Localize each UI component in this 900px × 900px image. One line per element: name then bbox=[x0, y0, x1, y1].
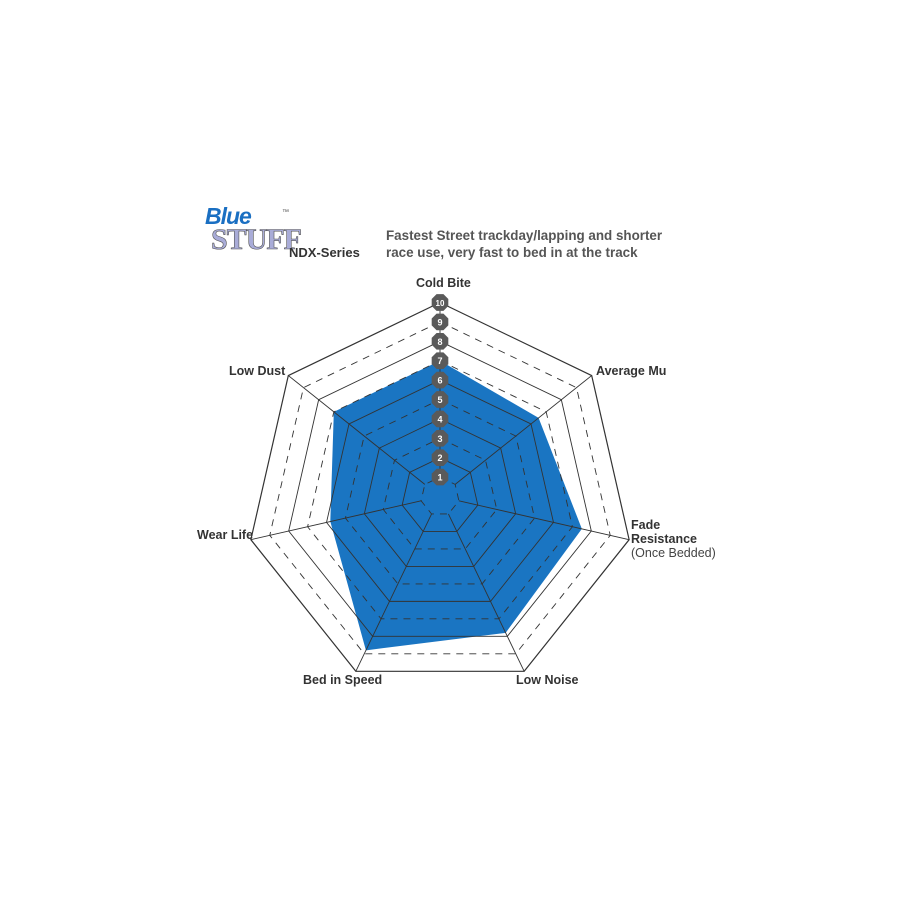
series-name: NDX-Series bbox=[289, 245, 360, 260]
grid-ring-1 bbox=[420, 476, 460, 515]
tick-label-9: 9 bbox=[437, 317, 442, 327]
tick-label-6: 6 bbox=[437, 376, 442, 386]
axis-label-low-noise: Low Noise bbox=[516, 673, 579, 687]
tick-badge-3 bbox=[431, 429, 449, 447]
axis-label-wear-life: Wear Life bbox=[197, 528, 254, 542]
tick-badge-7 bbox=[431, 352, 449, 370]
spoke-4 bbox=[355, 513, 432, 672]
spoke-6 bbox=[288, 375, 426, 485]
grid-ring-2 bbox=[401, 457, 479, 532]
tick-badge-4 bbox=[431, 410, 449, 428]
tick-label-8: 8 bbox=[437, 337, 442, 347]
spoke-3 bbox=[448, 513, 525, 672]
tick-label-7: 7 bbox=[437, 356, 442, 366]
axis-label-bed-in-speed: Bed in Speed bbox=[303, 673, 383, 687]
tick-badge-6 bbox=[431, 371, 449, 389]
description-line-2: race use, very fast to bed in at the tra… bbox=[386, 245, 638, 260]
tick-label-3: 3 bbox=[437, 434, 442, 444]
grid-ring-10 bbox=[250, 301, 630, 672]
spoke-1 bbox=[454, 375, 592, 485]
logo-stuff: STUFF bbox=[211, 223, 303, 257]
tick-label-1: 1 bbox=[437, 473, 442, 483]
grid-ring-8 bbox=[288, 340, 592, 637]
tick-badge-8 bbox=[431, 332, 449, 350]
axis-label-fade-resistance: Fade Resistance (Once Bedded) bbox=[631, 518, 716, 560]
tick-badge-1 bbox=[431, 468, 449, 486]
fade-resistance-text: Fade Resistance bbox=[631, 518, 698, 546]
data-polygon bbox=[330, 360, 582, 651]
tick-label-4: 4 bbox=[437, 414, 442, 424]
axis-label-cold-bite: Cold Bite bbox=[416, 276, 471, 290]
tick-badge-9 bbox=[431, 313, 449, 331]
axis-label-low-dust: Low Dust bbox=[229, 364, 286, 378]
spoke-2 bbox=[458, 500, 630, 541]
spoke-5 bbox=[250, 500, 422, 541]
tick-label-10: 10 bbox=[436, 299, 445, 308]
tick-badge-2 bbox=[431, 449, 449, 467]
logo-blue: Blue bbox=[205, 203, 252, 229]
tick-label-5: 5 bbox=[437, 395, 442, 405]
fade-resistance-sublabel: (Once Bedded) bbox=[631, 546, 716, 560]
grid-ring-3 bbox=[382, 437, 498, 550]
grid-ring-4 bbox=[363, 418, 517, 567]
description: Fastest Street trackday/lapping and shor… bbox=[386, 227, 662, 261]
tick-badge-10 bbox=[431, 294, 449, 311]
bluestuff-logo: Blue STUFF ™ bbox=[205, 203, 302, 263]
axis-label-average-mu: Average Mu bbox=[596, 364, 667, 378]
logo-tm: ™ bbox=[282, 209, 289, 216]
tick-badge-5 bbox=[431, 391, 449, 408]
tick-label-2: 2 bbox=[437, 453, 442, 463]
grid-ring-6 bbox=[326, 379, 554, 602]
description-line-1: Fastest Street trackday/lapping and shor… bbox=[386, 228, 663, 243]
